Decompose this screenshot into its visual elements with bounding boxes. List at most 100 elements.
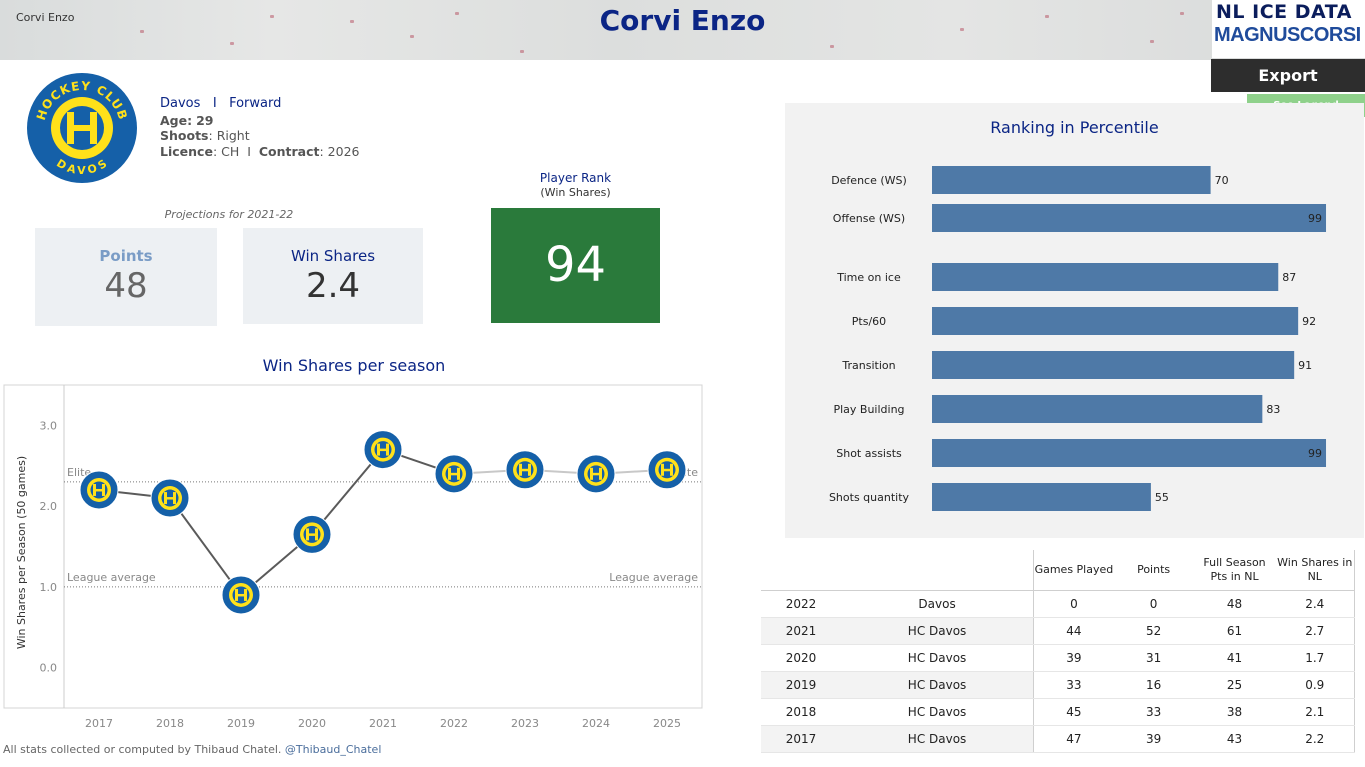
marker-h-bar bbox=[93, 488, 105, 492]
player-shoots: Shoots: Right bbox=[160, 128, 250, 143]
win-shares-chart-title: Win Shares per season bbox=[262, 356, 446, 375]
team-cell: HC Davos bbox=[840, 617, 1035, 645]
y-tick-label: 2.0 bbox=[40, 500, 58, 513]
x-tick-label: 2024 bbox=[582, 717, 610, 730]
logo-text-bottom: DAVOS bbox=[54, 157, 109, 177]
percentile-bar bbox=[932, 351, 1295, 379]
x-tick-label: 2021 bbox=[369, 717, 397, 730]
year-cell: 2018 bbox=[761, 698, 841, 726]
percentile-category-label: Time on ice bbox=[836, 271, 901, 284]
footer-credit: All stats collected or computed by Thiba… bbox=[3, 743, 381, 756]
win-shares-cell: 1.7 bbox=[1275, 644, 1355, 672]
team-cell: Davos bbox=[840, 590, 1035, 618]
licence-label: Licence bbox=[160, 143, 213, 159]
year-cell: 2017 bbox=[761, 725, 841, 753]
year-cell: 2020 bbox=[761, 644, 841, 672]
team-logo: HOCKEY CLUB DAVOS bbox=[27, 73, 137, 183]
table-header-row: Games Played Points Full Season Pts in N… bbox=[761, 550, 1355, 591]
year-cell: 2019 bbox=[761, 671, 841, 699]
percentile-chart-title: Ranking in Percentile bbox=[990, 118, 1159, 137]
marker-h-bar bbox=[164, 497, 176, 500]
team-logo-marker bbox=[292, 514, 332, 554]
team-cell: HC Davos bbox=[840, 671, 1035, 699]
full-season-pts-cell: 61 bbox=[1193, 617, 1276, 645]
export-button[interactable]: Export bbox=[1211, 59, 1365, 92]
player-rank-subtitle: (Win Shares) bbox=[540, 186, 611, 199]
team-logo-marker bbox=[434, 454, 474, 494]
win-shares-cell: 2.7 bbox=[1275, 617, 1355, 645]
points-kpi-label: Points bbox=[99, 247, 153, 265]
plot-frame bbox=[3, 384, 703, 709]
win-shares-cell: 2.2 bbox=[1275, 725, 1355, 753]
percentile-category-label: Play Building bbox=[833, 403, 904, 416]
percentile-bar bbox=[932, 395, 1263, 423]
percentile-value-label: 92 bbox=[1302, 315, 1316, 328]
win-shares-kpi-label: Win Shares bbox=[290, 247, 376, 265]
reference-label-left: League average bbox=[67, 571, 156, 584]
year-cell: 2021 bbox=[761, 617, 841, 645]
full-season-pts-cell: 41 bbox=[1193, 644, 1276, 672]
table-row: 2021 HC Davos 44 52 61 2.7 bbox=[761, 617, 1355, 645]
x-tick-label: 2017 bbox=[85, 717, 113, 730]
marker-h-bar bbox=[448, 472, 460, 476]
games-cell: 39 bbox=[1033, 644, 1114, 672]
banner-speck bbox=[140, 30, 144, 33]
player-rank-title: Player Rank bbox=[539, 171, 612, 185]
percentile-category-label: Transition bbox=[841, 359, 895, 372]
team-logo-marker bbox=[647, 450, 687, 490]
banner-speck bbox=[960, 28, 964, 31]
percentile-bar bbox=[932, 204, 1327, 232]
col-header-team bbox=[840, 550, 1035, 591]
win-shares-cell: 2.4 bbox=[1275, 590, 1355, 618]
reference-label-right: League average bbox=[609, 571, 698, 584]
col-header-year bbox=[761, 550, 841, 591]
points-cell: 33 bbox=[1113, 698, 1194, 726]
points-cell: 31 bbox=[1113, 644, 1194, 672]
games-cell: 33 bbox=[1033, 671, 1114, 699]
percentile-value-label: 70 bbox=[1215, 174, 1229, 187]
banner-speck bbox=[455, 12, 459, 15]
col-header-points: Points bbox=[1113, 550, 1194, 591]
team-logo-marker bbox=[505, 450, 545, 490]
full-season-pts-cell: 25 bbox=[1193, 671, 1276, 699]
contract-value: 2026 bbox=[327, 143, 360, 159]
percentile-category-label: Shots quantity bbox=[829, 491, 910, 504]
y-tick-label: 3.0 bbox=[40, 419, 58, 432]
col-header-games: Games Played bbox=[1033, 550, 1114, 591]
team-cell: HC Davos bbox=[840, 644, 1035, 672]
team-logo-marker bbox=[221, 575, 261, 615]
header-player-name: Corvi Enzo bbox=[16, 11, 75, 24]
projections-label: Projections for 2021-22 bbox=[164, 208, 294, 221]
points-cell: 39 bbox=[1113, 725, 1194, 753]
marker-h-bar bbox=[235, 593, 247, 597]
banner-speck bbox=[270, 15, 274, 18]
twitter-handle-link[interactable]: @Thibaud_Chatel bbox=[284, 743, 382, 756]
banner-speck bbox=[1045, 15, 1049, 18]
marker-h-bar bbox=[306, 533, 318, 536]
player-age: Age: 29 bbox=[160, 113, 359, 129]
table-row: 2019 HC Davos 33 16 25 0.9 bbox=[761, 671, 1355, 699]
games-cell: 44 bbox=[1033, 617, 1114, 645]
banner-speck bbox=[520, 50, 524, 53]
win-shares-line-chart: 0.0 1.0 2.0 3.0 Win Shares per Season (50 ga… bbox=[3, 384, 703, 730]
percentile-value-label: 55 bbox=[1155, 491, 1169, 504]
banner-speck bbox=[830, 45, 834, 48]
y-axis-label: Win Shares per Season (50 games) bbox=[15, 456, 28, 649]
player-position: Forward bbox=[229, 96, 282, 111]
player-rank-value: 94 bbox=[491, 208, 660, 323]
percentile-category-label: Shot assists bbox=[836, 447, 902, 460]
win-shares-kpi-card: Win Shares 2.4 bbox=[243, 228, 423, 324]
full-season-pts-cell: 38 bbox=[1193, 698, 1276, 726]
x-tick-label: 2025 bbox=[653, 717, 681, 730]
percentile-bar bbox=[932, 166, 1211, 194]
percentile-value-label: 83 bbox=[1266, 403, 1280, 416]
x-tick-label: 2018 bbox=[156, 717, 184, 730]
table-row: 2018 HC Davos 45 33 38 2.1 bbox=[761, 698, 1355, 726]
marker-h-bar bbox=[519, 468, 531, 472]
percentile-bar-chart: Defence (WS) 70 Offense (WS) 99 Time on ice 8… bbox=[829, 166, 1327, 511]
brand-logo[interactable]: NL ICE DATA MAGNUSCORSI bbox=[1212, 0, 1365, 58]
points-kpi-card: Points 48 bbox=[35, 228, 217, 326]
percentile-value-label: 87 bbox=[1282, 271, 1296, 284]
team-logo-marker bbox=[363, 430, 403, 470]
points-cell: 16 bbox=[1113, 671, 1194, 699]
